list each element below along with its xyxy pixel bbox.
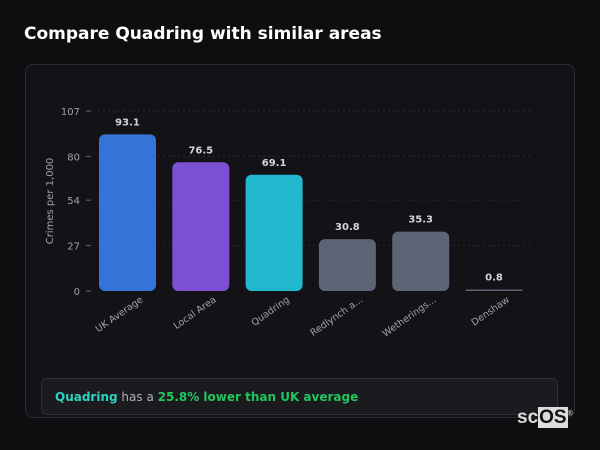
bar	[465, 289, 523, 291]
bar	[245, 174, 303, 291]
data-label: 30.8	[335, 222, 360, 233]
summary-text: has a	[117, 390, 158, 404]
x-tick-label: UK Average	[94, 294, 146, 335]
data-label: 76.5	[188, 145, 213, 156]
bar	[318, 239, 376, 291]
data-label: 93.1	[115, 117, 140, 128]
bar	[172, 162, 230, 291]
bar	[99, 134, 156, 291]
bar	[392, 231, 450, 291]
y-tick-label: 54	[67, 196, 80, 207]
x-tick-label: Redlynch a...	[308, 294, 365, 338]
y-tick-label: 0	[74, 287, 80, 298]
x-tick-label: Local Area	[172, 294, 219, 331]
y-axis-label: Crimes per 1,000	[45, 158, 56, 245]
y-tick-label: 27	[67, 242, 80, 253]
summary-place: Quadring	[55, 390, 118, 404]
y-tick-label: 80	[67, 152, 80, 163]
scos-logo: scOS®	[517, 407, 573, 428]
data-label: 35.3	[408, 215, 433, 226]
data-label: 69.1	[262, 158, 287, 169]
x-tick-label: Quadring	[250, 294, 292, 328]
y-tick-label: 107	[61, 107, 80, 118]
data-label: 0.8	[485, 273, 503, 284]
summary-value: 25.8% lower than UK average	[157, 390, 359, 404]
x-tick-label: Wetherings...	[381, 294, 439, 339]
page-title: Compare Quadring with similar areas	[24, 24, 382, 44]
x-tick-label: Denshaw	[470, 294, 512, 328]
comparison-summary: Quadring has a 25.8% lower than UK avera…	[41, 378, 558, 415]
